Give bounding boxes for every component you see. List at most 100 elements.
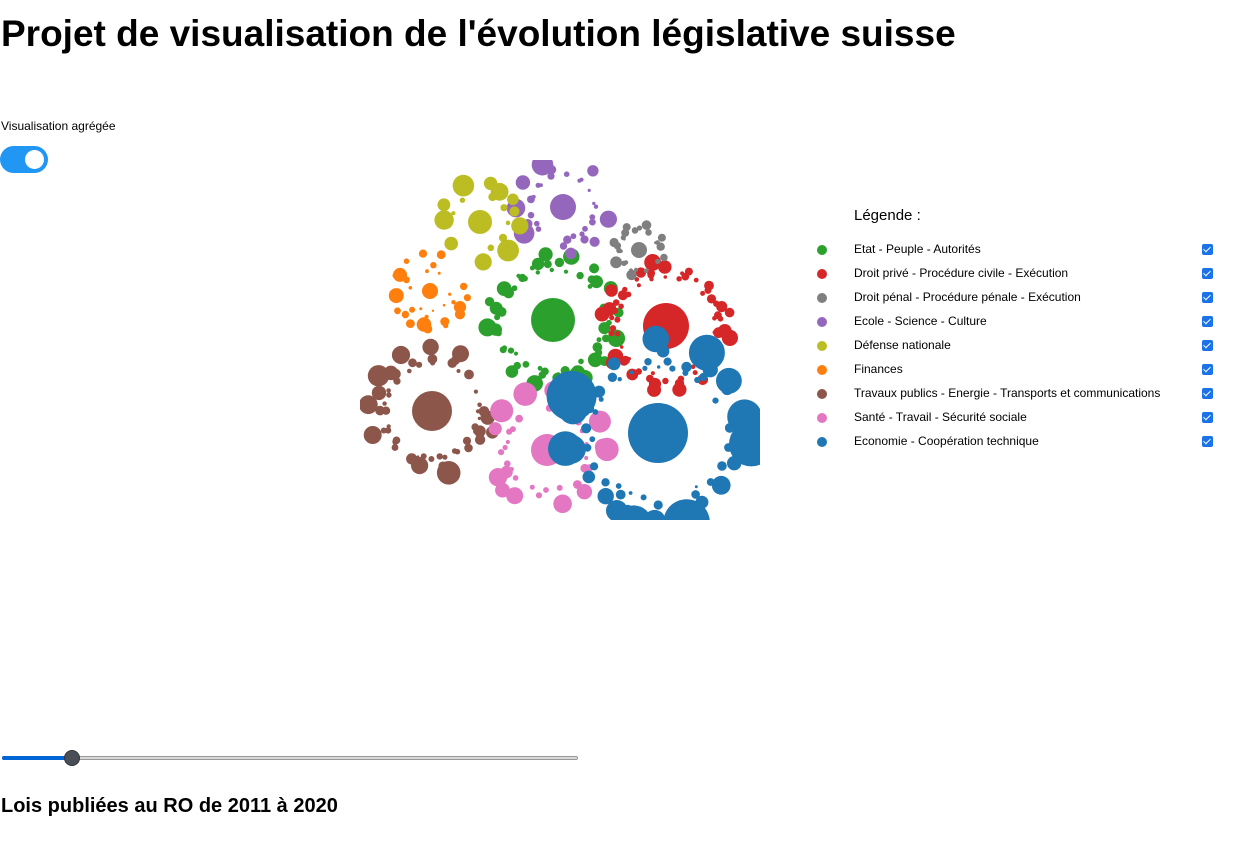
- bubble: [619, 357, 629, 366]
- bubble: [608, 330, 615, 337]
- legend-item: Droit privé - Procédure civile - Exécuti…: [812, 262, 1222, 286]
- bubble: [660, 253, 668, 262]
- bubble: [464, 369, 474, 380]
- legend-color-dot: [817, 293, 827, 303]
- bubble: [644, 254, 661, 271]
- bubble: [693, 277, 699, 283]
- legend-checkbox-icon[interactable]: [1202, 316, 1213, 327]
- bubble: [669, 365, 676, 372]
- bubble: [597, 488, 614, 505]
- legend-checkbox-icon[interactable]: [1202, 292, 1213, 303]
- bubble: [692, 370, 698, 376]
- bubble: [425, 269, 429, 274]
- legend-checkbox-icon[interactable]: [1202, 388, 1213, 399]
- bubble: [617, 377, 622, 382]
- legend-item: Finances: [812, 358, 1222, 382]
- bubble: [581, 423, 592, 434]
- bubble: [548, 431, 583, 466]
- bubble: [464, 443, 473, 453]
- bubble: [454, 309, 466, 320]
- bubble: [386, 392, 392, 398]
- legend-checkbox-icon[interactable]: [1202, 364, 1213, 375]
- bubble: [407, 368, 412, 374]
- bubble: [716, 331, 724, 338]
- bubble: [451, 300, 456, 305]
- bubble: [386, 388, 391, 393]
- bubble: [391, 444, 399, 451]
- bubble: [688, 334, 725, 371]
- legend-color-dot: [817, 389, 827, 399]
- bubble: [607, 372, 618, 382]
- aggregate-toggle[interactable]: [0, 146, 48, 173]
- bubble: [556, 484, 563, 491]
- bubble: [367, 365, 390, 387]
- bubble: [599, 323, 606, 329]
- bubble: [434, 210, 454, 230]
- bubble: [677, 375, 685, 383]
- bubble: [716, 367, 742, 394]
- bubble: [580, 463, 590, 473]
- bubble: [498, 233, 508, 242]
- bubble: [459, 197, 466, 203]
- bubble: [437, 198, 451, 212]
- legend-checkbox-icon[interactable]: [1202, 268, 1213, 279]
- bubble: [584, 455, 589, 461]
- bubble: [531, 160, 554, 176]
- bubble-cluster: [546, 325, 760, 520]
- legend-checkbox-icon[interactable]: [1202, 436, 1213, 447]
- bubble: [589, 218, 596, 226]
- bubble: [717, 461, 727, 471]
- legend-item: Défense nationale: [812, 334, 1222, 358]
- legend-color-dot: [817, 365, 827, 375]
- bubble: [535, 270, 540, 275]
- bubble: [596, 337, 602, 343]
- bubble: [430, 360, 436, 366]
- bubble: [704, 286, 712, 294]
- legend-checkbox-icon[interactable]: [1202, 340, 1213, 351]
- legend-color-dot: [817, 413, 827, 423]
- bubble: [588, 410, 611, 433]
- bubble: [609, 237, 619, 248]
- bubble: [729, 421, 760, 467]
- bubble: [681, 361, 692, 373]
- year-slider[interactable]: [2, 748, 578, 768]
- bubble: [416, 455, 420, 459]
- bubble: [531, 298, 575, 342]
- legend-color-dot: [817, 269, 827, 279]
- bubble: [427, 354, 438, 364]
- bubble: [529, 484, 535, 490]
- bubble-cluster: [360, 338, 499, 485]
- bubble: [592, 409, 599, 415]
- legend-item-label: Finances: [854, 362, 903, 376]
- bubble: [547, 172, 555, 180]
- bubble: [494, 314, 501, 321]
- slider-thumb[interactable]: [63, 750, 80, 766]
- bubble: [621, 260, 627, 266]
- bubble: [640, 494, 647, 501]
- bubble: [360, 395, 378, 415]
- bubble: [514, 351, 518, 356]
- legend-checkbox-icon[interactable]: [1202, 244, 1213, 255]
- bubble: [634, 267, 639, 272]
- bubble-cluster: [388, 249, 471, 334]
- bubble: [700, 290, 706, 296]
- legend-color-dot: [817, 437, 827, 447]
- bubble: [663, 499, 710, 520]
- bubble: [672, 382, 687, 397]
- bubble: [589, 214, 596, 220]
- bubble: [418, 249, 428, 258]
- legend-checkbox-icon[interactable]: [1202, 412, 1213, 423]
- bubble: [642, 325, 670, 353]
- bubble: [388, 288, 404, 304]
- bubble: [453, 301, 467, 314]
- bubble: [456, 369, 461, 373]
- bubble: [436, 453, 443, 460]
- bubble: [403, 258, 410, 264]
- bubble: [406, 319, 415, 328]
- bubble: [609, 315, 615, 321]
- bubble: [633, 369, 638, 375]
- bubble: [643, 268, 649, 274]
- bubble: [593, 204, 599, 209]
- bubble: [641, 220, 652, 230]
- bubble: [504, 460, 511, 468]
